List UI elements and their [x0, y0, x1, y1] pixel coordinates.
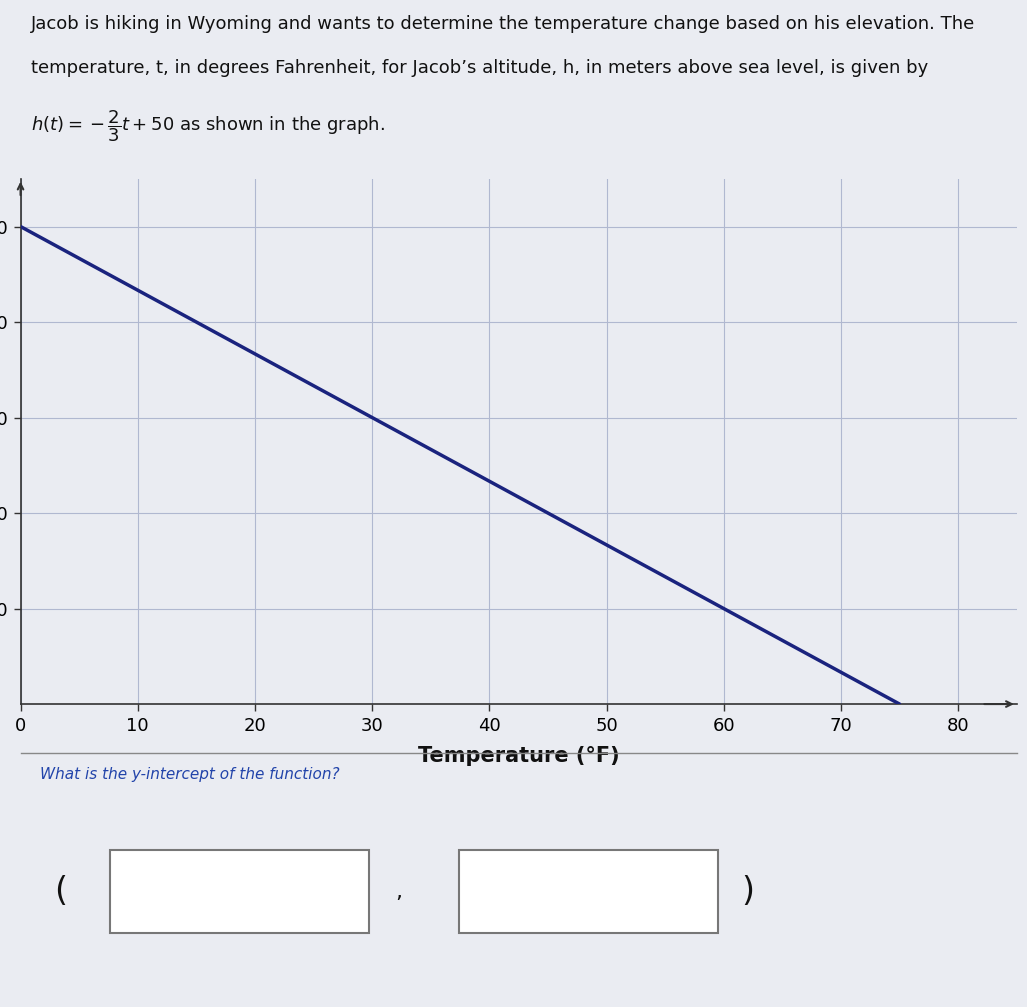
- FancyBboxPatch shape: [459, 850, 718, 933]
- Text: What is the y-intercept of the function?: What is the y-intercept of the function?: [40, 767, 340, 782]
- Text: ,: ,: [395, 882, 403, 901]
- Text: (: (: [53, 875, 67, 908]
- Text: Jacob is hiking in Wyoming and wants to determine the temperature change based o: Jacob is hiking in Wyoming and wants to …: [31, 15, 975, 32]
- Text: temperature, t, in degrees Fahrenheit, for Jacob’s altitude, h, in meters above : temperature, t, in degrees Fahrenheit, f…: [31, 59, 927, 77]
- Text: $h(t) = -\dfrac{2}{3}t + 50$ as shown in the graph.: $h(t) = -\dfrac{2}{3}t + 50$ as shown in…: [31, 108, 384, 144]
- X-axis label: Temperature (°F): Temperature (°F): [418, 745, 619, 765]
- FancyBboxPatch shape: [110, 850, 370, 933]
- Text: ): ): [741, 875, 754, 908]
